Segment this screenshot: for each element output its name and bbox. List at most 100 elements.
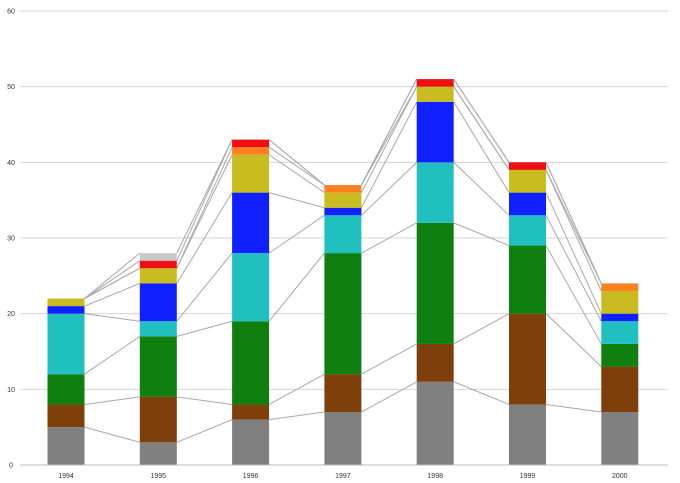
connector-line (176, 154, 233, 269)
connector-line (545, 169, 602, 284)
bar-segment (509, 215, 546, 246)
x-tick-label: 2000 (612, 473, 628, 480)
connector-line (176, 146, 233, 269)
bar-segment (509, 169, 546, 193)
bar-segment (601, 313, 639, 322)
bar-segment (324, 253, 362, 375)
connector-line (545, 403, 602, 413)
bar-segment (232, 253, 270, 322)
bar-segment (324, 412, 362, 465)
connector-line (360, 101, 418, 208)
bar-segment (416, 162, 454, 223)
connector-line (84, 252, 141, 299)
bar-segment (601, 283, 639, 291)
connector-line (453, 86, 510, 171)
connector-line (545, 313, 602, 367)
bar-segment (232, 404, 270, 420)
bar-segment (139, 442, 177, 465)
connector-line (545, 162, 602, 284)
bar-segment (509, 404, 546, 465)
bar-segment (139, 260, 177, 269)
bar-segment (601, 366, 639, 413)
bar-segment (416, 86, 454, 102)
connector-line (84, 426, 140, 443)
bar-segment (601, 290, 639, 314)
bar-segment (232, 321, 270, 405)
bar-segment (509, 192, 546, 216)
connector-line (360, 86, 418, 193)
bar-segment (601, 343, 639, 367)
bar-segment (47, 313, 85, 375)
bar-segment (139, 268, 177, 284)
y-tick-label: 40 (7, 160, 15, 167)
bar-segment (324, 185, 362, 193)
y-axis-ticks: 0 10 20 30 40 50 60 (7, 9, 15, 470)
x-tick-label: 1997 (335, 473, 351, 480)
connector-line (176, 139, 233, 254)
x-tick-label: 1994 (58, 473, 74, 480)
bar-segment (47, 306, 85, 314)
connector-line (84, 282, 140, 307)
bar-segment (416, 222, 454, 344)
bar-segment (232, 419, 270, 465)
connector-line (268, 154, 325, 194)
connector-line (176, 192, 233, 284)
bar-segment (509, 245, 546, 314)
connector-line (360, 78, 418, 186)
connector-line (361, 222, 417, 254)
connector-line (361, 161, 418, 216)
bar-segment (324, 192, 362, 208)
bar-segment (139, 321, 177, 337)
connector-line (268, 373, 325, 405)
y-tick-label: 60 (7, 9, 15, 16)
bar-segment (232, 139, 270, 148)
connector-line (545, 169, 602, 292)
connector-line (361, 343, 417, 375)
x-tick-label: 1999 (520, 473, 536, 480)
bar-segment (232, 154, 270, 193)
connector-line (268, 192, 325, 209)
connector-line (84, 313, 140, 322)
y-tick-label: 50 (7, 84, 15, 91)
bar-segment (47, 298, 85, 307)
y-tick-label: 10 (7, 387, 15, 394)
connector-line (361, 381, 417, 413)
y-tick-label: 30 (7, 236, 15, 243)
connector-line (545, 245, 602, 345)
connector-line (176, 396, 233, 405)
bar-segment (139, 336, 177, 397)
bar-segment (47, 404, 85, 428)
connector-line (269, 411, 325, 421)
connector-line (453, 222, 510, 247)
connector-line (84, 335, 141, 375)
y-tick-label: 20 (7, 311, 15, 318)
x-tick-label: 1998 (427, 473, 443, 480)
bar-segment (416, 381, 454, 465)
bar-segment (416, 101, 454, 163)
bar-segment (324, 374, 362, 413)
connector-line (453, 101, 510, 193)
connector-line (268, 252, 325, 322)
bar-segment (47, 374, 85, 405)
connector-line (84, 260, 141, 299)
x-tick-label: 1995 (151, 473, 167, 480)
connector-line (453, 381, 510, 405)
bar-segment (232, 147, 270, 155)
bar-segment (324, 215, 362, 254)
bar-segment (601, 412, 639, 465)
connector-line (360, 86, 418, 186)
connector-line (453, 313, 510, 345)
connector-line (176, 252, 233, 322)
bar-segment (324, 207, 362, 216)
connector-line (176, 139, 233, 261)
connector-line (268, 139, 325, 186)
connector-line (84, 267, 141, 299)
x-axis-ticks: 1994 1995 1996 1997 1998 1999 2000 (58, 473, 627, 480)
connector-line (84, 396, 140, 405)
bar-segment (139, 283, 177, 322)
connector-line (176, 419, 233, 443)
bar-segment (232, 192, 270, 254)
bar-segment (416, 79, 454, 87)
bar-segment (139, 396, 177, 443)
